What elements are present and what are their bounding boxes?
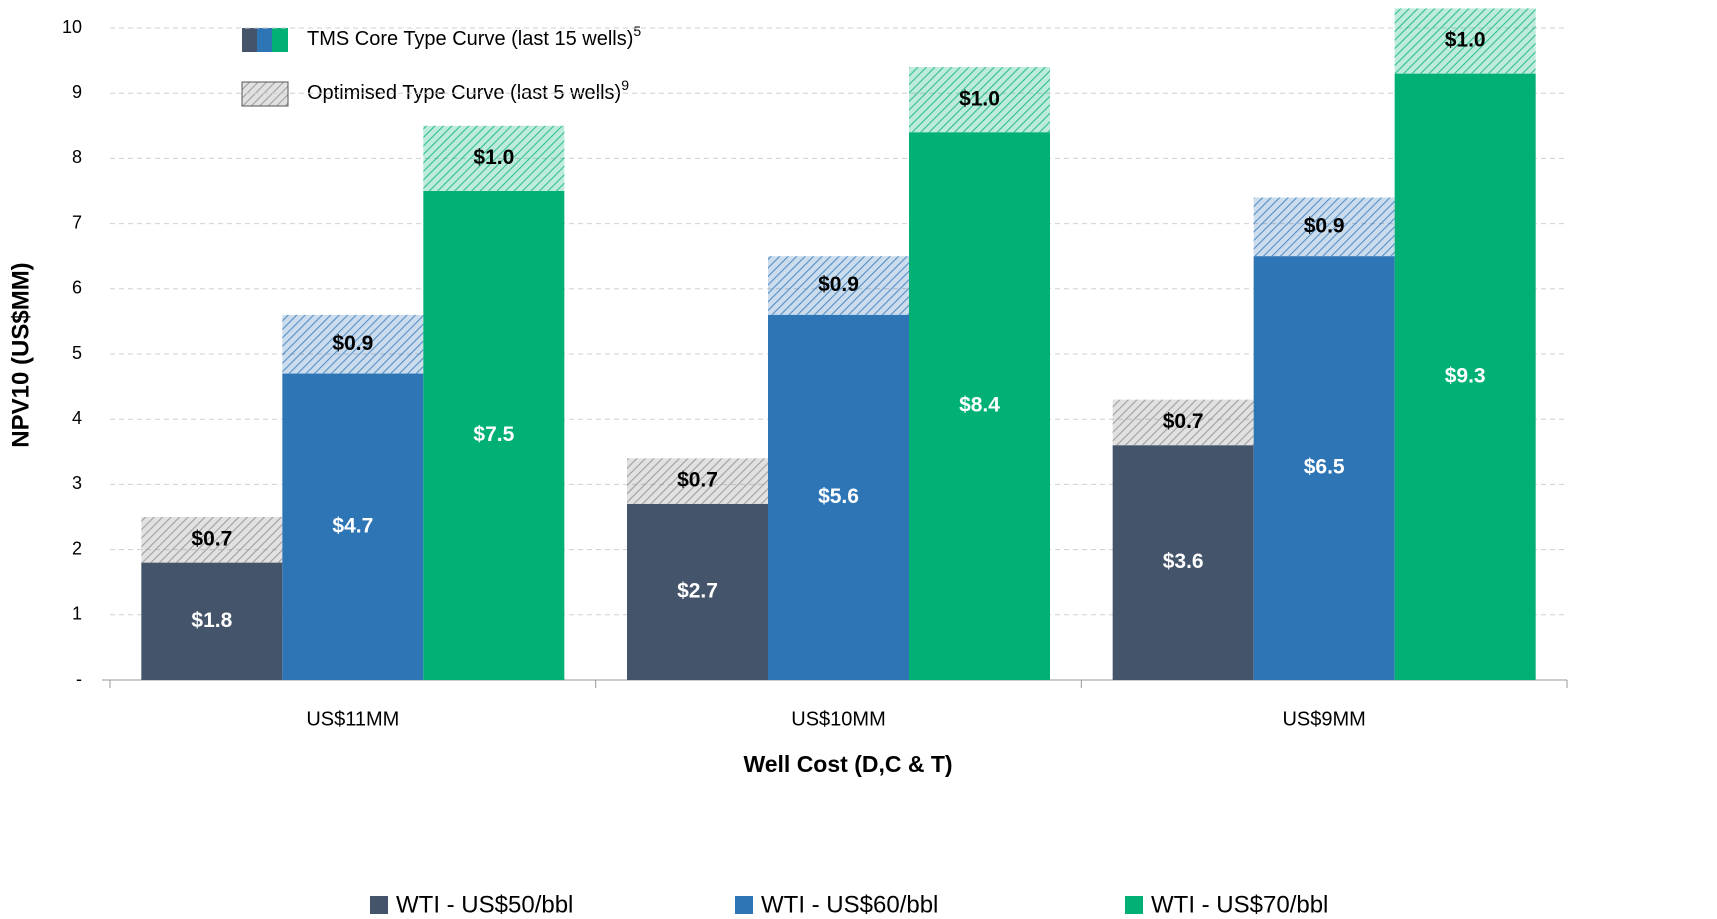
x-tick-label: US$10MM — [791, 708, 885, 730]
bar — [423, 191, 565, 680]
uplift-bar — [1253, 197, 1395, 257]
bar — [1394, 73, 1536, 680]
y-tick-label: 1 — [72, 604, 82, 624]
y-tick-label: 10 — [62, 17, 82, 37]
value-label: $4.7 — [332, 514, 373, 537]
uplift-bar — [1394, 8, 1536, 74]
legend-label: WTI - US$50/bbl — [396, 891, 573, 918]
value-label: $9.3 — [1445, 364, 1486, 387]
value-label: $1.8 — [191, 609, 232, 632]
legend-text: Optimised Type Curve (last 5 wells)9 — [307, 77, 629, 105]
value-label: $3.6 — [1163, 550, 1204, 573]
legend-swatch — [272, 28, 288, 52]
uplift-label: $0.9 — [332, 332, 373, 355]
uplift-label: $0.7 — [677, 469, 718, 492]
uplift-label: $0.9 — [1304, 214, 1345, 237]
y-tick-label: - — [76, 669, 82, 689]
uplift-label: $0.7 — [1163, 410, 1204, 433]
y-tick-label: 8 — [72, 147, 82, 167]
legend-label: WTI - US$70/bbl — [1151, 891, 1328, 918]
uplift-label: $0.9 — [818, 273, 859, 296]
legend-swatch — [257, 28, 272, 52]
bar — [627, 503, 768, 680]
value-label: $5.6 — [818, 485, 859, 508]
uplift-bar — [423, 125, 565, 191]
y-tick-label: 7 — [72, 212, 82, 232]
legend-note: 5 — [633, 23, 641, 39]
uplift-bar — [768, 256, 909, 315]
legend-swatch — [1125, 896, 1143, 914]
legend-swatch — [370, 896, 388, 914]
legend-label: WTI - US$60/bbl — [761, 891, 938, 918]
x-tick-label: US$11MM — [306, 708, 399, 730]
bar — [1112, 445, 1254, 680]
y-axis-title: NPV10 (US$MM) — [7, 262, 34, 447]
legend-label: TMS Core Type Curve (last 15 wells) — [307, 28, 633, 50]
y-tick-label: 9 — [72, 82, 82, 102]
legend-swatch — [735, 896, 753, 914]
value-label: $7.5 — [473, 423, 514, 446]
uplift-label: $1.0 — [1445, 29, 1486, 52]
legend-swatch — [241, 81, 289, 107]
y-tick-label: 3 — [72, 473, 82, 493]
y-tick-label: 5 — [72, 343, 82, 363]
x-axis-title: Well Cost (D,C & T) — [743, 751, 952, 777]
uplift-label: $1.0 — [473, 146, 514, 169]
y-tick-label: 4 — [72, 408, 82, 428]
uplift-bar — [627, 458, 768, 504]
value-label: $2.7 — [677, 580, 718, 603]
bar — [768, 314, 909, 680]
value-label: $6.5 — [1304, 456, 1345, 479]
legend-note: 9 — [621, 77, 629, 93]
y-tick-label: 6 — [72, 278, 82, 298]
bar — [282, 373, 424, 680]
bar — [909, 132, 1050, 680]
value-label: $8.4 — [959, 394, 1000, 417]
uplift-bar — [282, 314, 424, 374]
legend-text: TMS Core Type Curve (last 15 wells)5 — [307, 23, 641, 51]
bar — [141, 562, 283, 680]
bar — [1253, 256, 1395, 680]
uplift-bar — [141, 517, 283, 563]
x-tick-label: US$9MM — [1282, 708, 1365, 730]
uplift-label: $1.0 — [959, 87, 1000, 110]
y-tick-label: 2 — [72, 538, 82, 558]
uplift-bar — [1112, 399, 1254, 446]
uplift-bar — [909, 67, 1050, 133]
legend-swatch — [242, 28, 257, 52]
uplift-label: $0.7 — [191, 527, 232, 550]
